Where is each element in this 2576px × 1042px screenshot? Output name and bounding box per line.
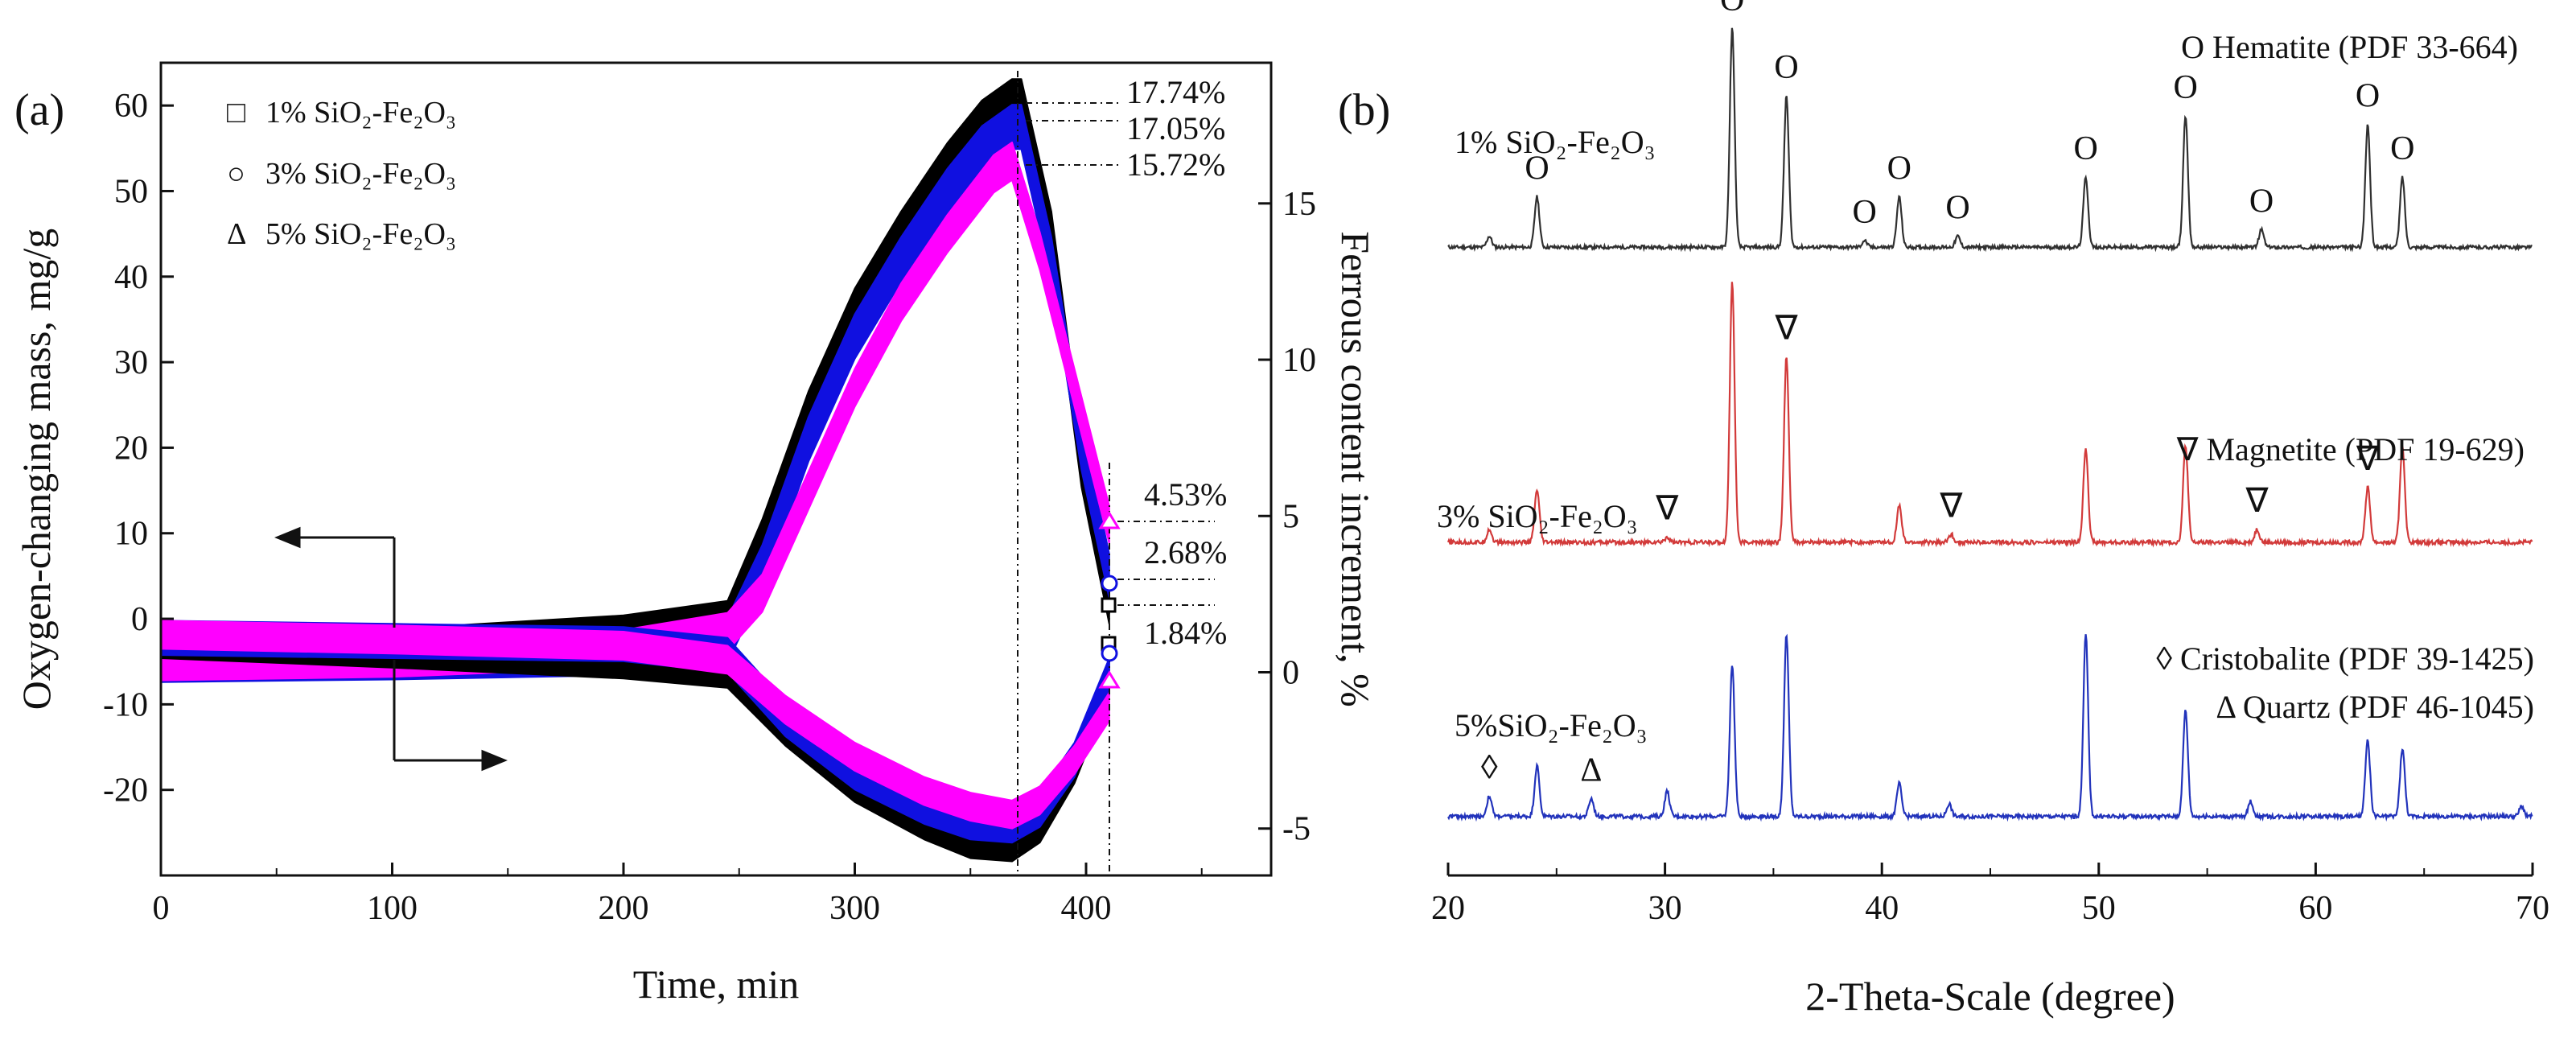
b-xtick-label-2: 40 xyxy=(1865,890,1899,927)
peak-marker-0-1: O xyxy=(1720,0,1744,19)
panel-a-x-ticks: 0 100 200 300 400 xyxy=(153,863,1203,927)
panel-a-reference-lines xyxy=(1017,71,1215,875)
endpoint-marker-5pct-mass xyxy=(1098,511,1121,529)
endpoint-marker-1pct-mass xyxy=(1101,597,1117,613)
panel-b-pattern-2 xyxy=(1447,633,2533,822)
a-xtick-label-4: 400 xyxy=(1061,890,1112,927)
phase-legend-magnetite: ∇ Magnetite (PDF 19-629) xyxy=(2176,431,2525,467)
a-xtick-label-0: 0 xyxy=(153,890,170,927)
phase-legend-cristobalite: ◊ Cristobalite (PDF 39-1425) xyxy=(2156,640,2534,677)
arrow-right-head xyxy=(481,749,508,772)
a-ytick-left-label-3: 10 xyxy=(114,516,148,553)
peak-marker-1-3: ∇ xyxy=(2245,483,2269,520)
a-ytick-right-label-0: -5 xyxy=(1282,811,1311,848)
annotation-1572: 15.72% xyxy=(1126,146,1225,183)
a-ytick-right-label-3: 10 xyxy=(1282,342,1316,379)
peak-marker-0-10: O xyxy=(2390,130,2414,167)
annotation-268: 2.68% xyxy=(1144,534,1227,570)
a-ytick-right-label-2: 5 xyxy=(1282,498,1299,535)
peak-marker-1-2: ∇ xyxy=(1939,488,1963,525)
peak-marker-2-1: Δ xyxy=(1580,752,1602,789)
sample-label-3pct: 3% SiO₂-Fe₂O₃ xyxy=(1437,498,1638,534)
panel-b-sample-labels: 1% SiO₂-Fe₂O₃ 3% SiO₂-Fe₂O₃ 5%SiO₂-Fe₂O₃ xyxy=(1437,124,1656,743)
b-xtick-label-1: 30 xyxy=(1648,890,1682,927)
a-ytick-left-label-0: -20 xyxy=(103,772,148,809)
panel-a-left-y-axis-title: Oxygen-changing mass, mg/g xyxy=(14,229,59,710)
panel-a-annotations: 17.74% 17.05% 15.72% 4.53% 2.68% 1.84% xyxy=(1126,74,1227,651)
legend-marker-5pct: Δ xyxy=(227,217,246,251)
endpoint-marker-3pct-mass xyxy=(1101,575,1118,592)
a-ytick-left-label-5: 30 xyxy=(114,344,148,381)
panel-a-frame xyxy=(159,61,1273,877)
endpoint-marker-5pct-ferrous xyxy=(1098,670,1121,689)
a-ytick-left-label-7: 50 xyxy=(114,173,148,210)
peak-marker-1-1: ∇ xyxy=(1775,310,1799,347)
a-ytick-left-label-4: 20 xyxy=(114,430,148,467)
a-xtick-label-1: 100 xyxy=(367,890,418,927)
panel-b-peak-markers: OOOOOOOOOOO∇∇∇∇∇◊Δ xyxy=(1481,0,2415,789)
peak-marker-0-3: O xyxy=(1852,194,1876,231)
annotation-1774: 17.74% xyxy=(1126,74,1225,110)
peak-marker-0-5: O xyxy=(1945,190,1969,227)
peak-marker-0-8: O xyxy=(2249,183,2274,220)
b-xtick-label-5: 70 xyxy=(2516,890,2549,927)
legend-marker-1pct: □ xyxy=(227,96,245,130)
panel-a-endpoint-markers xyxy=(1098,511,1121,689)
panel-b-label: (b) xyxy=(1338,85,1390,135)
a-ytick-left-label-6: 40 xyxy=(114,259,148,296)
a-ytick-left-label-1: -10 xyxy=(103,686,148,723)
a-xtick-label-3: 300 xyxy=(829,890,880,927)
peak-marker-1-4: ∇ xyxy=(2356,441,2380,478)
sample-label-1pct: 1% SiO₂-Fe₂O₃ xyxy=(1455,124,1656,160)
panel-b-x-axis-title: 2-Theta-Scale (degree) xyxy=(1805,974,2175,1019)
legend-marker-3pct: ○ xyxy=(227,157,245,191)
phase-legend-quartz: Δ Quartz (PDF 46-1045) xyxy=(2216,689,2534,725)
panel-a-series-5 xyxy=(160,620,1110,830)
annotation-453: 4.53% xyxy=(1144,476,1227,513)
peak-marker-2-0: ◊ xyxy=(1481,749,1498,786)
panel-b-x-ticks: 20 30 40 50 60 70 xyxy=(1431,863,2549,927)
peak-marker-0-6: O xyxy=(2073,130,2097,167)
panel-a-left-y-ticks: -20 -10 0 10 20 30 40 50 60 xyxy=(103,88,174,809)
phase-legend-hematite: O Hematite (PDF 33-664) xyxy=(2181,29,2518,65)
panel-b-phase-legend: O Hematite (PDF 33-664) ∇ Magnetite (PDF… xyxy=(2156,29,2534,725)
peak-marker-0-2: O xyxy=(1774,49,1798,86)
legend-label-3pct: 3% SiO₂-Fe₂O₃ xyxy=(265,157,456,191)
sample-label-5pct: 5%SiO₂-Fe₂O₃ xyxy=(1455,707,1648,743)
a-ytick-right-label-4: 15 xyxy=(1282,186,1316,223)
panel-b-series-group xyxy=(1446,27,2533,822)
a-ytick-left-label-8: 60 xyxy=(114,88,148,125)
a-ytick-left-label-2: 0 xyxy=(131,601,148,638)
peak-marker-0-4: O xyxy=(1887,150,1911,187)
peak-marker-0-9: O xyxy=(2356,78,2380,115)
arrow-left-head xyxy=(274,526,301,549)
a-xtick-label-2: 200 xyxy=(599,890,649,927)
panel-a-legend: □ 1% SiO₂-Fe₂O₃ ○ 3% SiO₂-Fe₂O₃ Δ 5% SiO… xyxy=(227,96,456,251)
b-xtick-label-4: 60 xyxy=(2298,890,2332,927)
b-xtick-label-0: 20 xyxy=(1431,890,1465,927)
annotation-1705: 17.05% xyxy=(1126,110,1225,146)
a-ytick-right-label-1: 0 xyxy=(1282,655,1299,692)
peak-marker-0-0: O xyxy=(1525,150,1549,187)
panel-a-series-group xyxy=(160,78,1110,863)
b-xtick-label-3: 50 xyxy=(2082,890,2116,927)
legend-label-5pct: 5% SiO₂-Fe₂O₃ xyxy=(265,217,456,251)
panel-b-xrd-chart: (b) 20 30 40 50 60 70 2-Theta-Scale (degree) … xyxy=(1338,0,2549,1019)
legend-label-1pct: 1% SiO₂-Fe₂O₃ xyxy=(265,96,456,130)
panel-a-right-y-ticks: -5 0 5 10 15 xyxy=(1258,186,1316,848)
peak-marker-1-0: ∇ xyxy=(1655,491,1679,528)
panel-b-pattern-1 xyxy=(1446,282,2533,548)
panel-b-pattern-0 xyxy=(1447,27,2533,253)
panel-a-right-y-axis-title: Ferrous content increment, % xyxy=(1333,231,1378,706)
endpoint-marker-3pct-ferrous xyxy=(1101,645,1118,662)
peak-marker-0-7: O xyxy=(2173,69,2197,106)
panel-a-label: (a) xyxy=(14,85,64,135)
panel-a-x-axis-title: Time, min xyxy=(633,962,800,1007)
annotation-184: 1.84% xyxy=(1144,615,1227,651)
panel-a-axis-arrows xyxy=(274,526,508,772)
